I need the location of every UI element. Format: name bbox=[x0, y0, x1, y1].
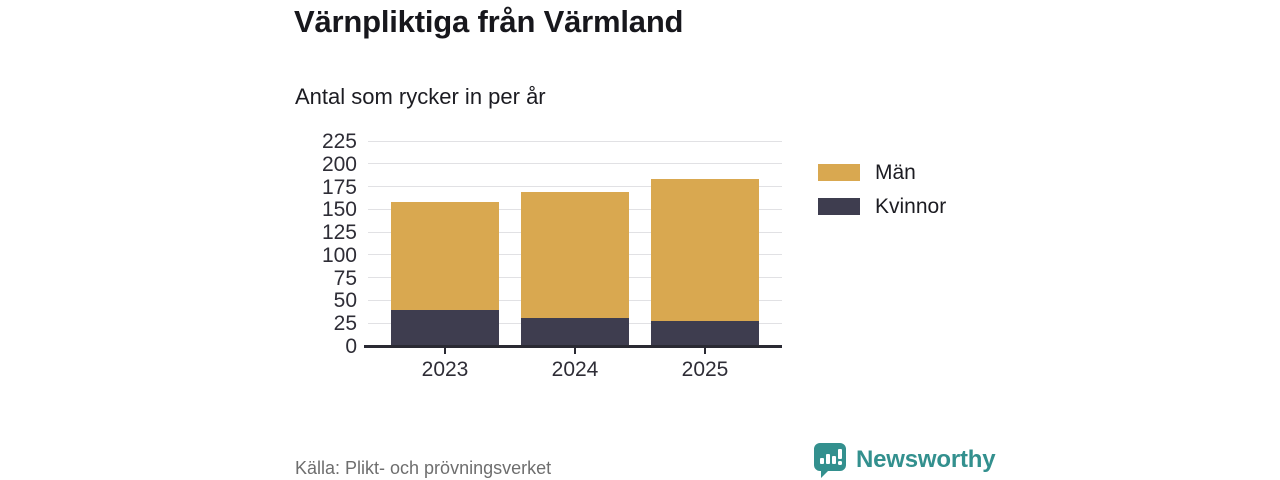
y-axis-tick-label: 225 bbox=[321, 130, 357, 153]
legend-swatch-män bbox=[818, 164, 860, 181]
y-axis-tick-label: 50 bbox=[333, 289, 357, 313]
legend-label: Män bbox=[875, 161, 916, 184]
bar-segment-kvinnor-2025 bbox=[651, 321, 759, 346]
newsworthy-logo-icon bbox=[814, 443, 846, 478]
gridline bbox=[368, 140, 782, 142]
bar-segment-män-2024 bbox=[521, 192, 629, 318]
y-axis-tick-label: 125 bbox=[321, 221, 357, 245]
y-axis-tick-label: 200 bbox=[321, 152, 357, 176]
brand-logo: Newsworthy bbox=[812, 441, 996, 478]
bar-segment-kvinnor-2024 bbox=[521, 317, 629, 346]
x-axis-line bbox=[364, 345, 782, 348]
x-axis-tick-label: 2024 bbox=[551, 358, 599, 381]
x-axis-tick-mark bbox=[444, 347, 446, 354]
y-axis-tick-label: 150 bbox=[321, 198, 357, 222]
y-axis-tick-label: 175 bbox=[321, 175, 357, 199]
x-axis-tick-label: 2023 bbox=[421, 358, 469, 381]
source-note: Källa: Plikt- och prövningsverket bbox=[295, 458, 552, 478]
brand-name: Newsworthy bbox=[856, 445, 996, 473]
y-axis-tick-label: 25 bbox=[333, 312, 357, 336]
x-axis-tick-mark bbox=[704, 347, 706, 354]
y-axis-tick-label: 0 bbox=[345, 335, 357, 358]
legend-item-män: Män bbox=[818, 162, 946, 183]
bar-segment-kvinnor-2023 bbox=[391, 310, 499, 346]
gridline bbox=[368, 163, 782, 165]
y-axis-tick-label: 75 bbox=[333, 266, 357, 290]
chart-title: Värnpliktiga från Värmland bbox=[294, 4, 684, 39]
legend-swatch-kvinnor bbox=[818, 198, 860, 215]
bar-segment-män-2025 bbox=[651, 179, 759, 322]
bar-segment-män-2023 bbox=[391, 202, 499, 311]
y-axis-tick-label: 100 bbox=[321, 243, 357, 267]
legend: Män Kvinnor bbox=[818, 162, 946, 230]
legend-item-kvinnor: Kvinnor bbox=[818, 196, 946, 217]
x-axis-tick-label: 2025 bbox=[681, 358, 729, 381]
chart-subtitle: Antal som rycker in per år bbox=[295, 84, 546, 109]
gridline bbox=[368, 186, 782, 188]
x-axis-tick-mark bbox=[574, 347, 576, 354]
legend-label: Kvinnor bbox=[875, 195, 947, 218]
